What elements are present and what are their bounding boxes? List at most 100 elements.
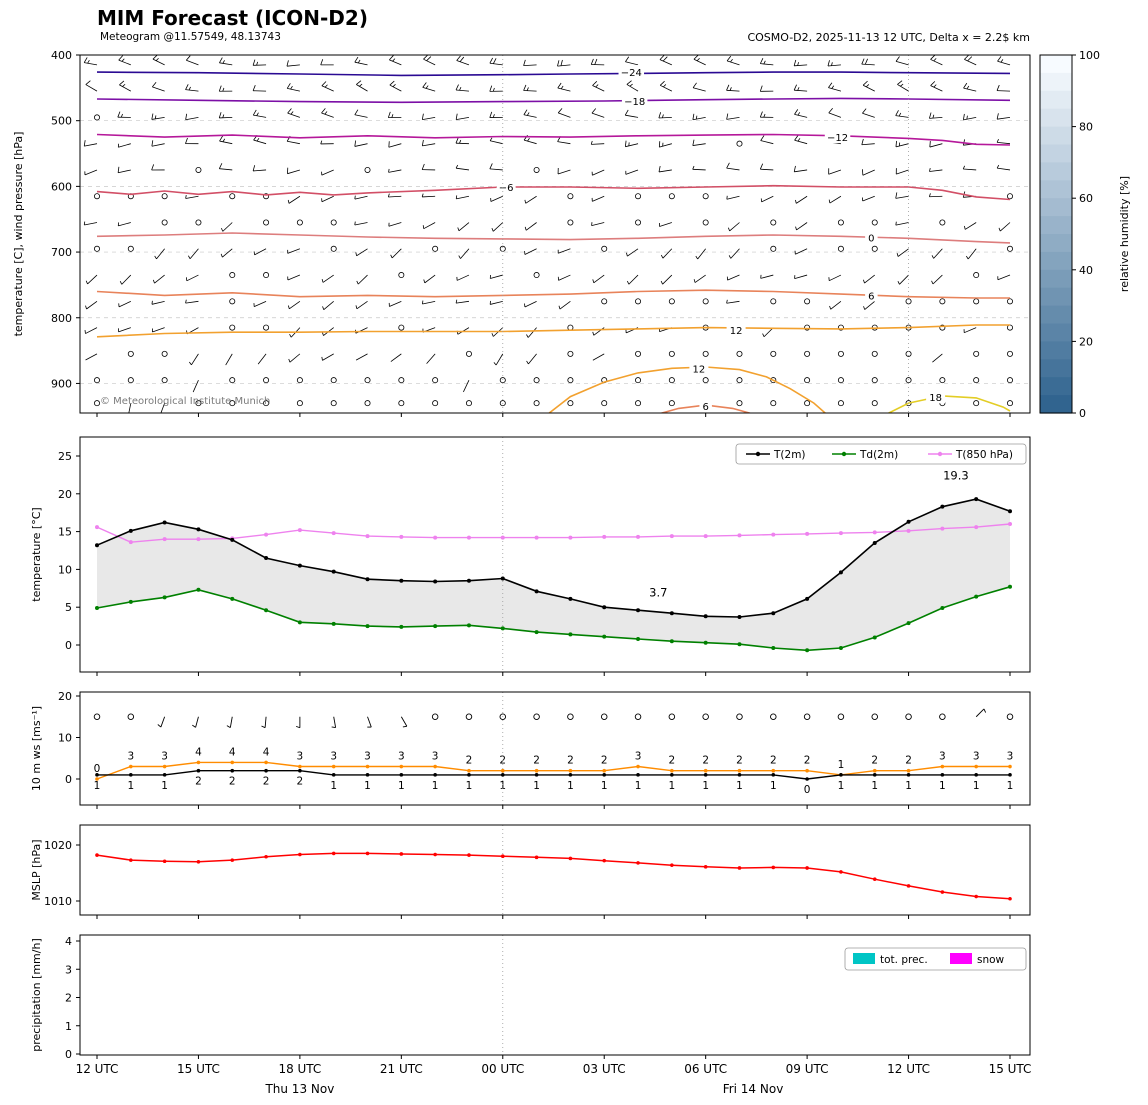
svg-text:12: 12 [730,326,743,337]
svg-text:2: 2 [905,755,912,767]
svg-text:−18: −18 [624,97,645,108]
x-tick-label: 15 UTC [177,1062,220,1076]
svg-text:1: 1 [94,780,101,792]
svg-text:1: 1 [432,780,439,792]
svg-text:3: 3 [398,751,405,763]
svg-text:1: 1 [127,780,134,792]
svg-text:2: 2 [65,992,72,1005]
svg-text:1: 1 [838,759,845,771]
x-tick-label: 21 UTC [380,1062,423,1076]
svg-text:1: 1 [838,780,845,792]
x-tick-label: 00 UTC [481,1062,524,1076]
svg-text:20: 20 [58,690,72,703]
svg-text:3: 3 [635,751,642,763]
svg-text:0: 0 [804,784,811,796]
day-label: Fri 14 Nov [723,1082,784,1096]
svg-text:2: 2 [669,755,676,767]
svg-text:2: 2 [770,755,777,767]
svg-text:1: 1 [533,780,540,792]
wind-mean-line [97,770,1010,780]
svg-text:0: 0 [65,639,72,652]
svg-text:1: 1 [567,780,574,792]
svg-text:1: 1 [1007,780,1014,792]
x-tick-label: 12 UTC [76,1062,119,1076]
svg-text:700: 700 [51,246,72,259]
svg-text:2: 2 [567,755,574,767]
contour-18 [887,395,1011,413]
legend-label: T(850 hPa) [955,449,1013,461]
contour-−18 [96,97,1011,104]
svg-text:3: 3 [161,751,168,763]
svg-text:10: 10 [58,732,72,745]
t-td-fill [97,499,1010,651]
x-tick-label: 15 UTC [989,1062,1032,1076]
svg-text:2: 2 [702,755,709,767]
legend-label: snow [977,954,1005,966]
svg-text:2: 2 [263,776,270,788]
svg-text:1: 1 [330,780,337,792]
svg-text:1020: 1020 [44,839,72,852]
svg-text:3: 3 [1007,751,1014,763]
svg-text:6: 6 [702,402,708,413]
svg-text:15: 15 [58,526,72,539]
annotation-19.3: 19.3 [943,468,969,482]
snow-swatch [950,953,972,964]
svg-text:0: 0 [65,773,72,786]
svg-text:1: 1 [398,780,405,792]
svg-text:3: 3 [432,751,439,763]
svg-text:3: 3 [364,751,371,763]
svg-text:−24: −24 [621,68,642,79]
svg-text:4: 4 [229,746,236,758]
mslp-ylabel: MSLP [hPa] [30,839,43,900]
svg-text:500: 500 [51,115,72,128]
mslp-line [96,852,1011,900]
precipitation-frame [79,934,1031,1056]
svg-text:600: 600 [51,180,72,193]
precipitation-ylabel: precipitation [mm/h] [30,938,43,1052]
temperature-legend [735,443,1027,465]
svg-text:25: 25 [58,450,72,463]
x-tick-label: 12 UTC [887,1062,930,1076]
svg-text:40: 40 [1079,264,1093,277]
colorbar-label: relative humidity [%] [1118,176,1131,292]
cross-section-panel: −24 −18 −12 −6 0 6 12 12 6 18 [80,55,1030,413]
svg-text:4: 4 [263,746,270,758]
tot-prec-swatch [853,953,875,964]
svg-text:1: 1 [973,780,980,792]
svg-text:20: 20 [58,488,72,501]
svg-text:1: 1 [635,780,642,792]
svg-text:18: 18 [929,393,942,404]
svg-text:100: 100 [1079,49,1100,62]
svg-text:1: 1 [601,780,608,792]
legend-label: tot. prec. [880,954,928,966]
precipitation-legend [844,947,1027,971]
page-title: MIM Forecast (ICON-D2) [97,6,368,30]
svg-text:12: 12 [693,364,706,375]
svg-text:800: 800 [51,312,72,325]
contour-12 [96,324,1010,338]
gust-line [96,761,1010,780]
svg-text:2: 2 [736,755,743,767]
svg-text:2: 2 [601,755,608,767]
svg-text:3: 3 [973,751,980,763]
svg-text:900: 900 [51,377,72,390]
svg-text:4: 4 [195,746,202,758]
cross-section-ylabel: temperature [C], wind pressure [hPa] [12,132,25,337]
contour-−24 [96,71,1011,77]
mslp-frame [79,824,1031,916]
svg-text:3: 3 [939,751,946,763]
svg-text:20: 20 [1079,335,1093,348]
svg-text:400: 400 [51,49,72,62]
svg-text:5: 5 [65,601,72,614]
x-tick-label: 06 UTC [684,1062,727,1076]
svg-text:1: 1 [905,780,912,792]
svg-text:1: 1 [65,1020,72,1033]
contour-6 [96,289,1010,299]
td2m-line [96,586,1011,652]
svg-text:80: 80 [1079,121,1093,134]
temperature-frame [79,436,1031,673]
annotation-3.7: 3.7 [649,586,667,600]
svg-text:2: 2 [229,776,236,788]
